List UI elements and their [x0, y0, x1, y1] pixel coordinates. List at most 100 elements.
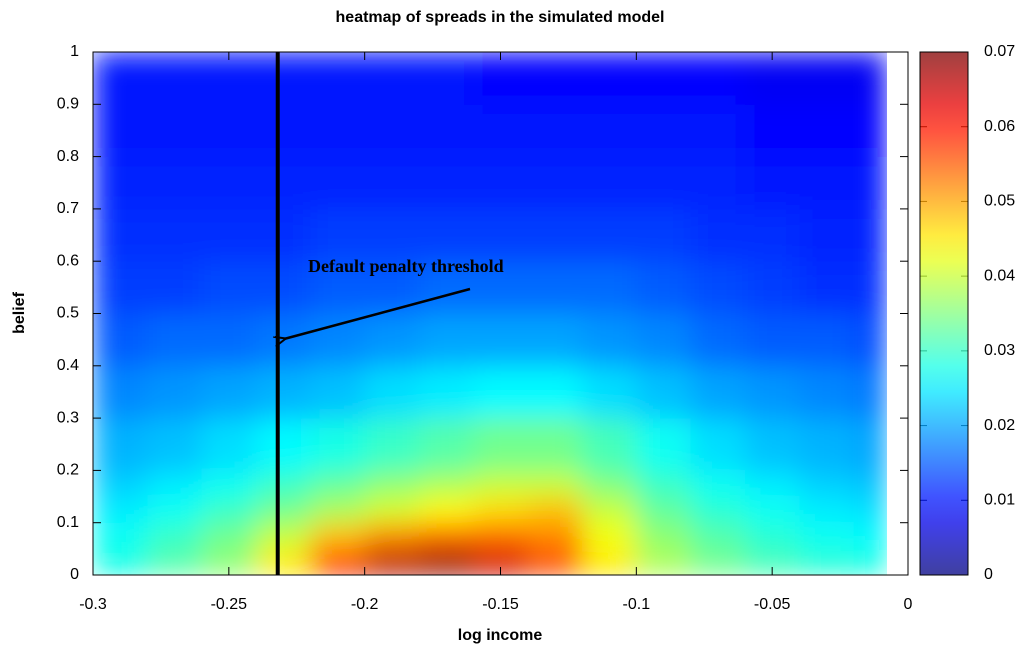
heatmap-cell: [636, 261, 692, 314]
y-tick-label: 1: [70, 43, 79, 60]
colorbar-tick-label: 0.03: [984, 342, 1015, 359]
heatmap-cell: [93, 156, 148, 210]
heatmap-cell: [93, 470, 148, 498]
heatmap-cell: [93, 548, 148, 575]
heatmap-cell: [799, 522, 855, 550]
axes: -0.3 -0.25 -0.2 -0.15 -0.1 -0.05 0 0 0.1 0.2 0.3 0.…: [57, 43, 1015, 613]
heatmap-cell: [690, 496, 746, 524]
y-tick-label: 0.6: [57, 252, 79, 269]
heatmap-cell: [636, 470, 692, 498]
x-tick-label: -0.3: [79, 596, 107, 613]
x-tick-label: 0: [904, 596, 913, 613]
heatmap-cell: [853, 313, 887, 367]
heatmap-cell: [310, 156, 366, 210]
heatmap-cell: [473, 261, 529, 314]
heatmap-cell: [636, 496, 692, 524]
heatmap-cell: [93, 208, 148, 262]
heatmap-cell: [419, 522, 474, 550]
heatmap-cell: [93, 496, 148, 524]
colorbar: [919, 51, 969, 576]
heatmap-cell: [582, 496, 637, 524]
heatmap-cell: [147, 156, 203, 210]
y-tick-label: 0.5: [57, 305, 79, 322]
heatmap-cell: [853, 104, 887, 158]
heatmap-cell: [527, 261, 583, 314]
heatmap-cell: [93, 522, 148, 550]
heatmap-cell: [364, 418, 420, 471]
heatmap-cell: [853, 496, 887, 524]
heatmap: [93, 52, 887, 575]
heatmap-cell: [201, 418, 257, 471]
heatmap-cell: [419, 418, 474, 471]
heatmap-cell: [473, 470, 529, 498]
heatmap-cell: [147, 496, 203, 524]
heatmap-cell: [582, 156, 637, 210]
heatmap-cell: [582, 52, 637, 105]
colorbar-tick-label: 0.06: [984, 118, 1015, 135]
heatmap-cell: [527, 208, 583, 262]
heatmap-cell: [582, 104, 637, 158]
heatmap-cell: [582, 548, 637, 575]
heatmap-cell: [745, 52, 800, 105]
y-axis-label: belief: [11, 291, 28, 333]
heatmap-cell: [690, 522, 746, 550]
heatmap-cell: [745, 104, 800, 158]
heatmap-cell: [473, 52, 529, 105]
heatmap-cell: [256, 52, 311, 105]
heatmap-cell: [473, 496, 529, 524]
y-tick-label: 0.8: [57, 148, 79, 165]
heatmap-cell: [147, 208, 203, 262]
heatmap-cell: [364, 470, 420, 498]
y-tick-label: 0.2: [57, 462, 79, 479]
heatmap-cell: [256, 418, 311, 471]
heatmap-cell: [364, 496, 420, 524]
heatmap-cell: [147, 365, 203, 419]
heatmap-cell: [745, 522, 800, 550]
heatmap-cell: [690, 261, 746, 314]
heatmap-cell: [853, 261, 887, 314]
heatmap-cell: [201, 261, 257, 314]
chart-title: heatmap of spreads in the simulated mode…: [336, 9, 665, 26]
heatmap-cell: [799, 548, 855, 575]
heatmap-cell: [582, 418, 637, 471]
heatmap-cell: [799, 418, 855, 471]
y-tick-label: 0: [70, 566, 79, 583]
x-tick-label: -0.25: [211, 596, 248, 613]
heatmap-cell: [256, 470, 311, 498]
heatmap-cell: [147, 548, 203, 575]
heatmap-cell: [582, 313, 637, 367]
heatmap-cell: [201, 52, 257, 105]
heatmap-cell: [256, 365, 311, 419]
heatmap-cell: [853, 156, 887, 210]
heatmap-cell: [147, 313, 203, 367]
heatmap-cell: [310, 470, 366, 498]
heatmap-cell: [690, 365, 746, 419]
heatmap-cell: [582, 208, 637, 262]
heatmap-cell: [201, 208, 257, 262]
colorbar-tick-label: 0.07: [984, 43, 1015, 60]
heatmap-cell: [636, 208, 692, 262]
heatmap-cell: [256, 522, 311, 550]
heatmap-cell: [201, 522, 257, 550]
heatmap-cell: [799, 261, 855, 314]
x-axis-label: log income: [458, 627, 543, 644]
heatmap-cell: [256, 104, 311, 158]
heatmap-cell: [636, 522, 692, 550]
colorbar-tick-label: 0.05: [984, 193, 1015, 210]
heatmap-cell: [745, 156, 800, 210]
heatmap-cell: [364, 156, 420, 210]
heatmap-cell: [799, 496, 855, 524]
heatmap-cell: [473, 313, 529, 367]
heatmap-cell: [527, 365, 583, 419]
heatmap-cell: [147, 261, 203, 314]
heatmap-cell: [93, 418, 148, 471]
y-tick-label: 0.7: [57, 200, 79, 217]
heatmap-cell: [364, 522, 420, 550]
heatmap-cell: [310, 313, 366, 367]
heatmap-cell: [582, 365, 637, 419]
heatmap-cell: [473, 522, 529, 550]
heatmap-cell: [853, 470, 887, 498]
heatmap-cell: [690, 104, 746, 158]
heatmap-cell: [527, 418, 583, 471]
heatmap-cell: [310, 365, 366, 419]
